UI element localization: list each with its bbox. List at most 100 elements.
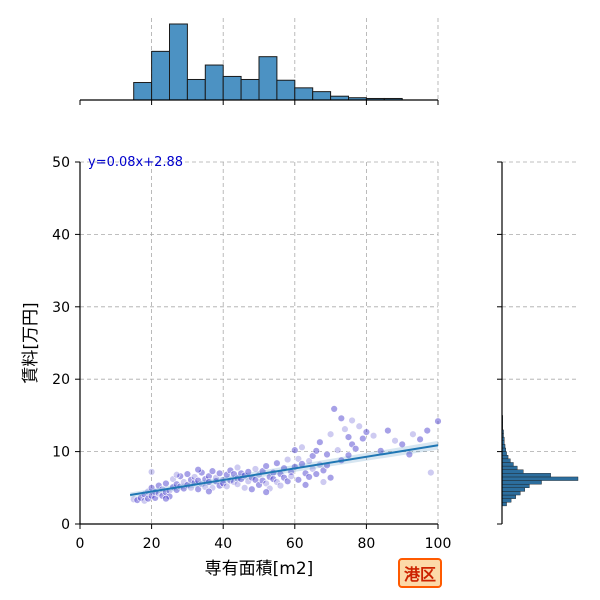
scatter-point (337, 414, 346, 422)
scatter-point (384, 426, 392, 435)
area-badge: 港区 (398, 558, 443, 588)
top-histogram-bar (294, 87, 314, 101)
regression-line (129, 444, 439, 497)
scatter-point (362, 428, 371, 436)
scatter-point (162, 479, 170, 488)
scatter-point (215, 481, 224, 490)
scatter-point (251, 465, 260, 473)
scatter-point (294, 476, 303, 484)
regression-layer (129, 440, 439, 498)
scatter-point (165, 492, 174, 501)
scatter-point (326, 430, 335, 438)
y-tick-label: 0 (61, 517, 70, 533)
right-histogram-bar (501, 455, 509, 460)
right-histogram-bar (501, 502, 507, 507)
regression-equation-label: y=0.08x+2.88 (88, 155, 183, 170)
top-histogram-bar (169, 23, 188, 101)
x-tick-label: 40 (214, 536, 232, 552)
right-histogram-bar (501, 458, 511, 463)
scatter-point (223, 471, 231, 479)
right-histogram-bar (501, 451, 507, 456)
right-histogram-bar (501, 465, 518, 470)
scatter-point (305, 473, 313, 481)
scatter-point (255, 481, 263, 489)
scatter-point (326, 473, 335, 482)
axes-layer (75, 99, 503, 529)
scatter-point (405, 450, 414, 459)
scatter-point (291, 446, 299, 454)
scatter-point (183, 470, 192, 478)
right-histogram-bar (501, 498, 512, 503)
scatter-point (205, 487, 213, 496)
right-histogram-bar (501, 473, 551, 478)
right-histogram-bar (501, 480, 542, 485)
scatter-point (262, 479, 270, 488)
scatter-point (262, 488, 270, 496)
y-tick-label: 20 (52, 372, 70, 388)
scatter-point (287, 472, 295, 480)
scatter-point (276, 481, 285, 490)
scatter-point (223, 482, 231, 491)
top-histogram (133, 23, 403, 101)
scatter-point (409, 430, 417, 438)
scatter-point (273, 459, 281, 467)
top-histogram-bar (312, 91, 332, 101)
scatter-point (205, 472, 213, 480)
top-histogram-bar (240, 78, 260, 101)
scatter-point (248, 485, 256, 493)
scatter-point (162, 494, 170, 503)
scatter-point (194, 466, 202, 474)
scatter-point (351, 445, 360, 453)
scatter-point (398, 440, 406, 449)
y-tick-label: 10 (52, 445, 70, 461)
scatter-point (323, 450, 331, 459)
scatter-point (434, 417, 442, 425)
top-histogram-bar (133, 82, 153, 101)
scatter-point (240, 484, 249, 492)
scatter-point (369, 431, 378, 440)
right-histogram-bar (501, 476, 579, 481)
scatter-point (312, 447, 320, 455)
scatter-point (133, 496, 141, 504)
x-tick-label: 60 (286, 536, 304, 552)
scatter-point (262, 462, 270, 470)
right-histogram-bar (501, 483, 530, 488)
top-histogram-bar (186, 78, 206, 101)
top-histogram-bar (258, 56, 278, 101)
scatter-point (147, 468, 156, 476)
scatter-point (312, 470, 320, 478)
labels-layer: 0 20 40 60 80 100 0 10 20 30 40 50 専有面積[m2] 賃料[万円] y=0… (21, 155, 451, 579)
top-histogram-bar (276, 79, 296, 101)
scatter-point (330, 405, 338, 413)
scatter-point (194, 485, 202, 493)
x-axis-title: 専有面積[m2] (205, 559, 314, 579)
scatter-point (169, 475, 177, 483)
x-tick-label: 100 (425, 536, 452, 552)
scatter-point (233, 463, 242, 472)
scatter-point (172, 471, 181, 479)
scatter-point (208, 467, 217, 475)
scatter-point (344, 451, 353, 459)
scatter-point (416, 435, 424, 443)
right-histogram-bar (501, 494, 516, 499)
scatter-point (391, 437, 399, 445)
scatter-point (423, 426, 431, 435)
right-histogram (501, 415, 579, 507)
right-histogram-bar (501, 491, 521, 496)
top-histogram-bar (204, 64, 224, 101)
scatter-point (283, 455, 292, 464)
scatter-point (344, 433, 353, 441)
y-tick-label: 50 (52, 155, 70, 171)
y-tick-label: 40 (52, 227, 70, 243)
top-histogram-bar (151, 50, 171, 101)
scatter-point (355, 422, 363, 430)
scatter-point (251, 476, 260, 484)
y-axis-title: 賃料[万円] (21, 302, 41, 383)
scatter-point (359, 434, 367, 443)
right-histogram-bar (501, 469, 524, 474)
scatter-point (305, 457, 313, 465)
scatter-point (266, 473, 274, 481)
x-tick-label: 80 (357, 536, 375, 552)
scatter-point (298, 443, 306, 451)
